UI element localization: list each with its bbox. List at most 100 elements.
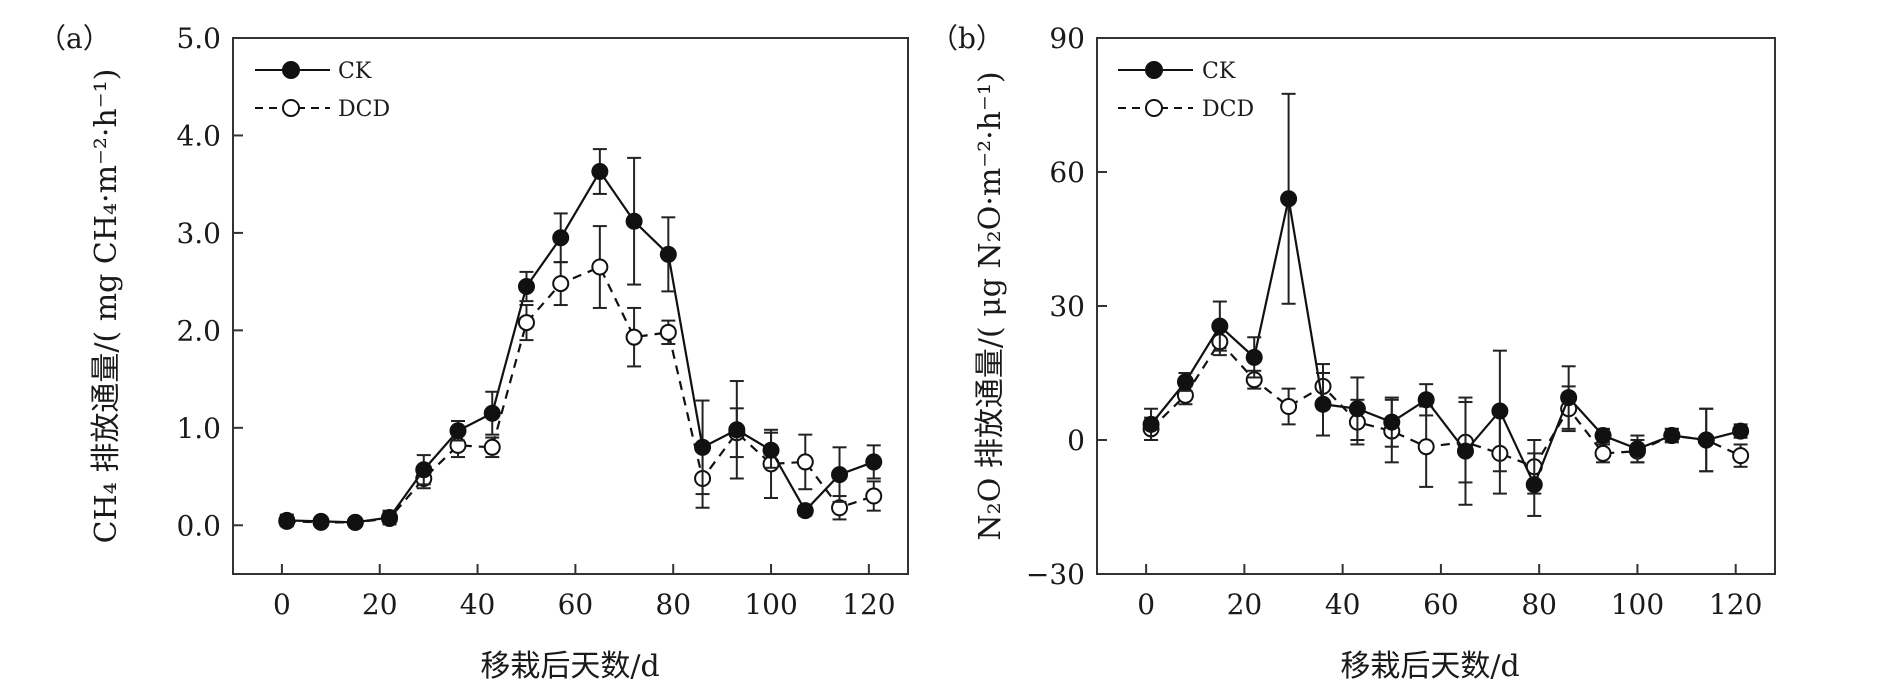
panel-label: （b） bbox=[930, 22, 1004, 55]
x-tick-label: 20 bbox=[362, 588, 398, 621]
data-point-ck bbox=[1732, 422, 1750, 440]
y-tick-label: 3.0 bbox=[176, 217, 221, 250]
legend-ck-label: CK bbox=[338, 59, 372, 84]
data-point-dcd bbox=[591, 258, 609, 276]
data-point-dcd bbox=[552, 275, 570, 293]
x-axis-title: 移栽后天数/d bbox=[480, 649, 659, 684]
legend-dcd-label: DCD bbox=[338, 97, 390, 122]
x-tick-label: 0 bbox=[1137, 588, 1155, 621]
data-point-ck bbox=[1314, 395, 1332, 413]
data-point-ck bbox=[415, 461, 433, 479]
x-tick-label: 40 bbox=[460, 588, 496, 621]
data-point-dcd bbox=[625, 328, 643, 346]
data-point-ck bbox=[865, 453, 883, 471]
data-point-ck bbox=[1417, 391, 1435, 409]
series-line-ck bbox=[286, 169, 875, 524]
plot-frame bbox=[1096, 37, 1776, 575]
x-tick-label: 100 bbox=[1611, 588, 1664, 621]
data-point-ck bbox=[1560, 389, 1578, 407]
axis-ticks: 0 20 40 60 80 100 120 0.0 1.0 2.0 3.0 4.0 5.0 bbox=[176, 22, 895, 621]
y-axis-title: CH₄ 排放通量/( mg CH₄·m⁻²·h⁻¹) bbox=[89, 69, 124, 544]
x-tick-label: 20 bbox=[1227, 588, 1263, 621]
data-point-ck bbox=[346, 513, 364, 531]
y-tick-label: 1.0 bbox=[176, 412, 221, 445]
series-line-dcd bbox=[1150, 339, 1742, 469]
data-point-ck bbox=[762, 441, 780, 459]
data-point-ck bbox=[1211, 317, 1229, 335]
series-line-dcd bbox=[286, 265, 875, 524]
data-point-dcd bbox=[865, 487, 883, 505]
legend: CK DCD bbox=[255, 59, 390, 122]
x-tick-label: 60 bbox=[558, 588, 594, 621]
data-point-dcd bbox=[659, 323, 677, 341]
plot-frame bbox=[232, 37, 909, 575]
y-tick-label: 5.0 bbox=[176, 22, 221, 55]
legend-dcd-marker bbox=[282, 99, 300, 117]
x-tick-label: 0 bbox=[273, 588, 291, 621]
y-tick-label: −30 bbox=[1026, 558, 1085, 591]
x-tick-label: 60 bbox=[1423, 588, 1459, 621]
data-point-ck bbox=[1383, 413, 1401, 431]
data-point-ck bbox=[1280, 190, 1298, 208]
data-point-ck bbox=[625, 212, 643, 230]
x-tick-label: 80 bbox=[1521, 588, 1557, 621]
legend-ck-label: CK bbox=[1202, 59, 1236, 84]
y-tick-label: 0.0 bbox=[176, 509, 221, 542]
data-point-ck bbox=[278, 511, 296, 529]
x-tick-label: 100 bbox=[744, 588, 797, 621]
data-point-ck bbox=[1594, 427, 1612, 445]
data-point-dcd bbox=[796, 453, 814, 471]
chart-panel-a: （a） 0 20 40 60 80 100 120 0.0 1.0 2.0 3.0 4.0 5.0 CK… bbox=[38, 22, 909, 684]
data-point-ck bbox=[517, 278, 535, 296]
x-tick-label: 120 bbox=[842, 588, 895, 621]
data-point-ck bbox=[1348, 400, 1366, 418]
series-layer bbox=[278, 148, 883, 531]
data-point-ck bbox=[831, 466, 849, 484]
data-point-ck bbox=[1491, 402, 1509, 420]
data-point-ck bbox=[483, 404, 501, 422]
data-point-ck bbox=[659, 245, 677, 263]
data-point-ck bbox=[1176, 373, 1194, 391]
data-point-dcd bbox=[1417, 438, 1435, 456]
data-point-dcd bbox=[483, 438, 501, 456]
chart-panel-b: （b） 0 20 40 60 80 100 120 −30 0 30 60 90 CK DCD 移栽后… bbox=[930, 22, 1776, 684]
data-point-ck bbox=[1697, 431, 1715, 449]
data-point-dcd bbox=[1594, 444, 1612, 462]
y-tick-label: 90 bbox=[1049, 22, 1085, 55]
axis-ticks: 0 20 40 60 80 100 120 −30 0 30 60 90 bbox=[1026, 22, 1763, 621]
data-point-ck bbox=[1663, 427, 1681, 445]
data-point-ck bbox=[449, 422, 467, 440]
x-tick-label: 120 bbox=[1709, 588, 1762, 621]
legend: CK DCD bbox=[1118, 59, 1254, 122]
legend-ck-marker bbox=[1145, 61, 1163, 79]
data-point-ck bbox=[1142, 415, 1160, 433]
data-point-dcd bbox=[517, 314, 535, 332]
data-point-ck bbox=[312, 512, 330, 530]
legend-dcd-marker bbox=[1145, 99, 1163, 117]
x-axis-title: 移栽后天数/d bbox=[1340, 649, 1519, 684]
data-point-dcd bbox=[1732, 447, 1750, 465]
data-point-ck bbox=[1245, 348, 1263, 366]
data-point-ck bbox=[1456, 442, 1474, 460]
y-tick-label: 0 bbox=[1067, 424, 1085, 457]
x-tick-label: 40 bbox=[1325, 588, 1361, 621]
data-point-ck bbox=[796, 502, 814, 520]
series-line-ck bbox=[1150, 198, 1741, 488]
panel-label: （a） bbox=[38, 22, 111, 55]
legend-ck-marker bbox=[282, 61, 300, 79]
y-tick-label: 4.0 bbox=[176, 119, 221, 152]
data-point-ck bbox=[728, 421, 746, 439]
data-point-ck bbox=[1525, 476, 1543, 494]
data-point-ck bbox=[381, 508, 399, 526]
legend-dcd-label: DCD bbox=[1202, 97, 1254, 122]
data-point-ck bbox=[1628, 440, 1646, 458]
data-point-dcd bbox=[1280, 398, 1298, 415]
y-axis-title: N₂O 排放通量/( μg N₂O·m⁻²·h⁻¹) bbox=[973, 71, 1008, 540]
x-tick-label: 80 bbox=[655, 588, 691, 621]
data-point-ck bbox=[694, 438, 712, 456]
data-point-ck bbox=[591, 163, 609, 181]
y-tick-label: 60 bbox=[1049, 156, 1085, 189]
series-layer bbox=[1142, 92, 1750, 517]
data-point-ck bbox=[552, 229, 570, 247]
y-tick-label: 30 bbox=[1049, 290, 1085, 323]
